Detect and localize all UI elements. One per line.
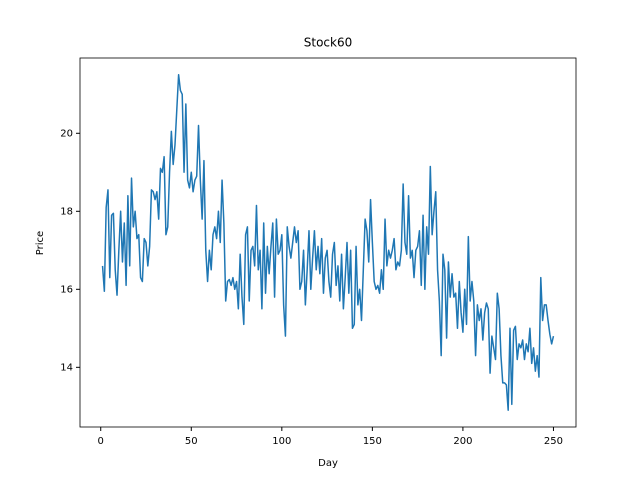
y-tick-label: 14 (60, 362, 73, 373)
x-tick-label: 50 (185, 436, 198, 447)
x-tick-label: 0 (98, 436, 104, 447)
plot-frame (79, 57, 577, 428)
x-tick-label: 150 (363, 436, 382, 447)
x-tick-label: 200 (453, 436, 472, 447)
y-tick-label: 16 (60, 284, 73, 295)
y-axis-label: Price (35, 231, 46, 255)
y-tick-label: 20 (60, 128, 73, 139)
line (101, 74, 555, 411)
x-tick-label: 100 (272, 436, 291, 447)
chart-title: Stock60 (304, 36, 352, 50)
y-tick-label: 18 (60, 206, 73, 217)
x-tick-label: 250 (544, 436, 563, 447)
x-axis-label: Day (318, 458, 338, 469)
